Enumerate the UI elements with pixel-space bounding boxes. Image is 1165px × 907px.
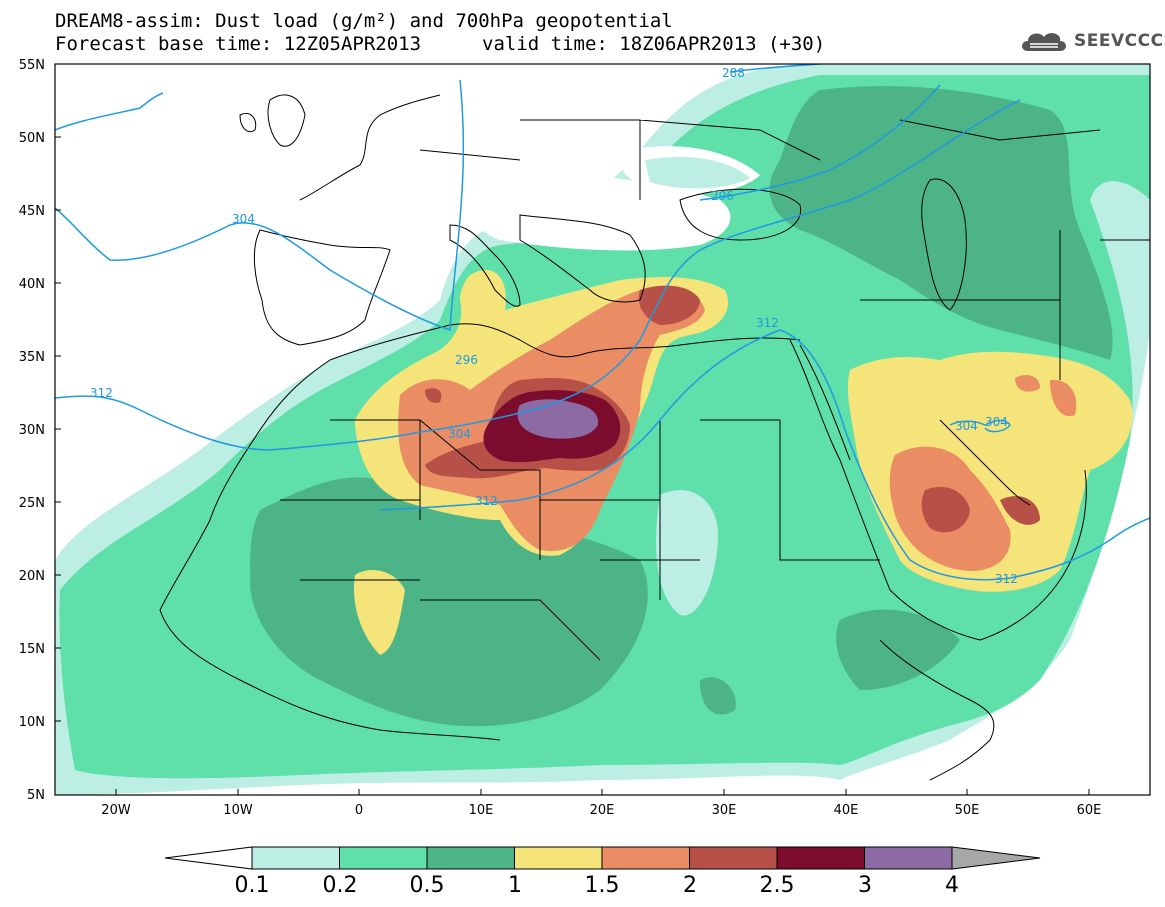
lat-label: 40N — [19, 277, 45, 292]
lat-label: 55N — [19, 58, 45, 73]
colorbar-segment — [426, 846, 515, 870]
contour-label: 304 — [232, 212, 255, 226]
contour-label: 296 — [711, 189, 734, 203]
colorbar-tick: 0.2 — [323, 873, 358, 898]
contour-label: 312 — [90, 386, 113, 400]
lon-label: 20E — [590, 803, 615, 818]
colorbar-segment — [864, 846, 953, 870]
contour-label: 304 — [955, 419, 978, 433]
colorbar-segment — [514, 846, 603, 870]
axis-ticks — [55, 63, 1090, 795]
colorbar-under-arrow — [164, 846, 253, 870]
colorbar-tick: 1.5 — [585, 873, 620, 898]
lat-label: 35N — [19, 350, 45, 365]
valid-time: valid time: 18Z06APR2013 (+30) — [482, 33, 826, 55]
colorbar-segment — [689, 846, 778, 870]
colorbar-over-arrow — [951, 846, 1041, 870]
lon-label: 40E — [834, 803, 859, 818]
contour-label: 288 — [722, 66, 745, 80]
colorbar-tick: 0.5 — [410, 873, 445, 898]
colorbar-segment — [339, 846, 428, 870]
geopotential-contours — [55, 64, 1150, 581]
lon-label: 10W — [223, 803, 253, 818]
lat-label: 25N — [19, 496, 45, 511]
logo-text: SEEVCCC — [1074, 31, 1164, 51]
lon-label: 0 — [355, 803, 363, 818]
lat-label: 10N — [19, 715, 45, 730]
contour-label: 312 — [756, 316, 779, 330]
colorbar-segment — [601, 846, 690, 870]
colorbar-tick: 2 — [683, 873, 697, 898]
colorbar-tick: 4 — [945, 873, 959, 898]
seevccc-logo: SEEVCCC — [1018, 26, 1164, 56]
lon-label: 50E — [955, 803, 980, 818]
contour-label: 312 — [995, 572, 1018, 586]
lon-label: 60E — [1077, 803, 1102, 818]
lat-label: 20N — [19, 569, 45, 584]
latitude-labels: 55N 50N 45N 40N 35N 30N 25N 20N 15N 10N … — [19, 58, 45, 803]
colorbar-tick: 1 — [508, 873, 522, 898]
lat-label: 30N — [19, 423, 45, 438]
coastlines — [159, 94, 1150, 781]
lon-label: 10E — [469, 803, 494, 818]
colorbar-tick: 2.5 — [760, 873, 795, 898]
lat-label: 50N — [19, 131, 45, 146]
colorbar-tick-labels: 0.1 0.2 0.5 1 1.5 2 2.5 3 4 — [235, 873, 960, 898]
contour-label-group: 288 296 296 296 304 304 304 304 312 312 … — [90, 66, 1018, 586]
lat-label: 5N — [27, 788, 45, 803]
contour-label: 296 — [455, 353, 478, 367]
lat-label: 45N — [19, 204, 45, 219]
contour-label: 312 — [475, 494, 498, 508]
cloud-icon — [1022, 33, 1066, 51]
colorbar-tick: 0.1 — [235, 873, 270, 898]
colorbar-segment — [251, 846, 340, 870]
colorbar-segment — [776, 846, 865, 870]
forecast-base-time: Forecast base time: 12Z05APR2013 — [55, 33, 422, 55]
dust-level-0.5 — [769, 86, 1113, 360]
map-title: DREAM8-assim: Dust load (g/m²) and 700hP… — [55, 10, 673, 32]
lon-label: 30E — [712, 803, 737, 818]
longitude-labels: 20W 10W 0 10E 20E 30E 40E 50E 60E — [101, 803, 1101, 818]
colorbar: 0.1 0.2 0.5 1 1.5 2 2.5 3 4 — [164, 846, 1041, 898]
contour-label: 304 — [448, 427, 471, 441]
lon-label: 20W — [101, 803, 131, 818]
contour-label: 304 — [985, 415, 1008, 429]
colorbar-tick: 3 — [858, 873, 872, 898]
lat-label: 15N — [19, 642, 45, 657]
dust-field: 288 296 296 296 304 304 304 304 312 312 … — [55, 64, 1150, 795]
